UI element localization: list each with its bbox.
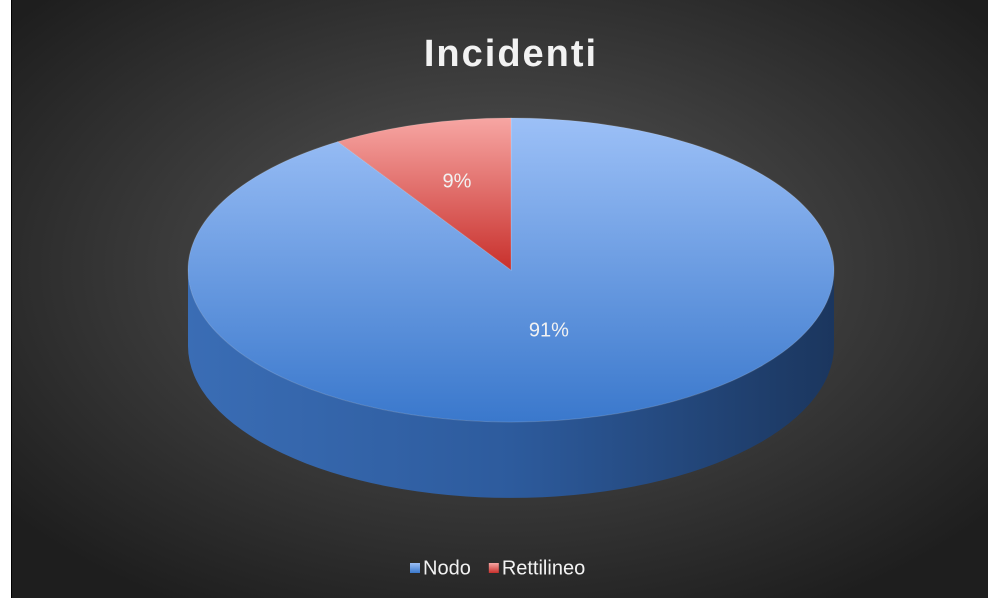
legend-label: Nodo [423,557,471,579]
legend-marker [488,563,499,573]
legend: Nodo Rettilineo [410,557,585,579]
legend-label: Rettilineo [502,557,585,579]
slice [187,117,835,423]
chart-title: Incidenti [424,33,598,75]
pie: 91% 9% [187,117,835,498]
data-label: 9% [442,171,471,193]
data-label: 91% [529,320,569,342]
margin [0,0,11,598]
slice-side [188,270,834,498]
slice [336,117,512,271]
legend-marker [410,563,420,573]
